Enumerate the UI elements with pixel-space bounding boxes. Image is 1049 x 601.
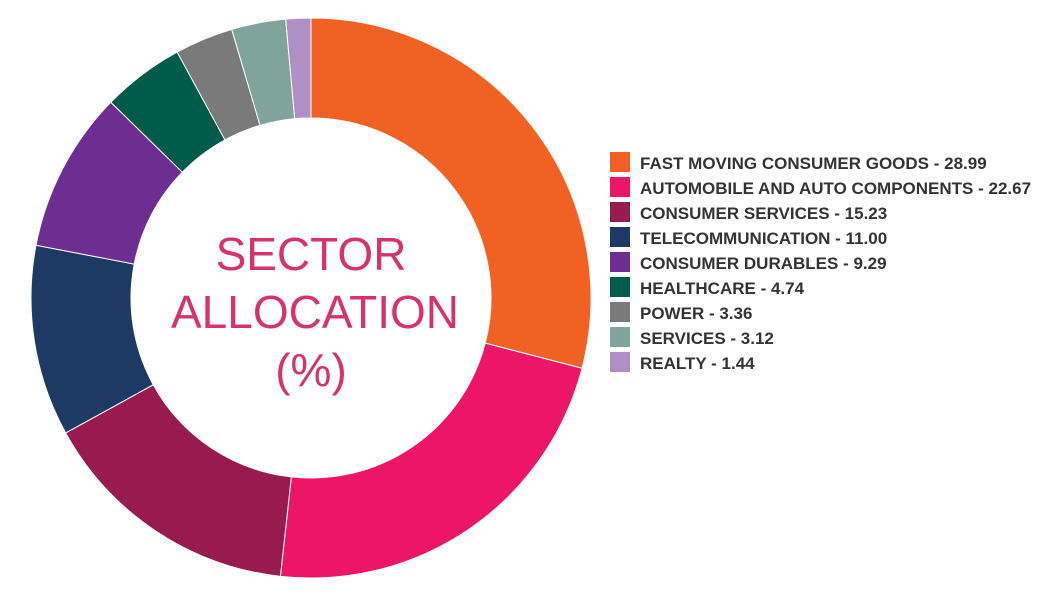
legend-item: REALTY - 1.44 (610, 352, 1040, 375)
legend-item: POWER - 3.36 (610, 302, 1040, 325)
donut-slice (279, 342, 583, 579)
legend-swatch (610, 227, 630, 247)
legend-item: AUTOMOBILE AND AUTO COMPONENTS - 22.67 (610, 177, 1040, 200)
legend-item: FAST MOVING CONSUMER GOODS - 28.99 (610, 152, 1040, 175)
legend-label: CONSUMER DURABLES - 9.29 (640, 254, 887, 273)
legend-label: POWER - 3.36 (640, 304, 753, 323)
legend-swatch (610, 327, 630, 347)
legend-label: REALTY - 1.44 (640, 354, 755, 373)
chart-title: SECTOR ALLOCATION (%) (171, 228, 459, 396)
legend-label: AUTOMOBILE AND AUTO COMPONENTS - 22.67 (640, 179, 1032, 198)
legend-label: TELECOMMUNICATION - 11.00 (640, 229, 888, 248)
legend-swatch (610, 152, 630, 172)
legend-item: HEALTHCARE - 4.74 (610, 277, 1040, 300)
legend-label: SERVICES - 3.12 (640, 329, 774, 348)
legend-swatch (610, 352, 630, 372)
legend-swatch (610, 252, 630, 272)
legend-swatch (610, 177, 630, 197)
donut-slice (310, 17, 592, 369)
legend-swatch (610, 302, 630, 322)
legend-swatch (610, 277, 630, 297)
legend-item: CONSUMER DURABLES - 9.29 (610, 252, 1040, 275)
legend-label: CONSUMER SERVICES - 15.23 (640, 204, 888, 223)
legend-label: FAST MOVING CONSUMER GOODS - 28.99 (640, 154, 987, 173)
legend-label: HEALTHCARE - 4.74 (640, 279, 805, 298)
legend-item: TELECOMMUNICATION - 11.00 (610, 227, 1040, 250)
legend-item: CONSUMER SERVICES - 15.23 (610, 202, 1040, 225)
legend-swatch (610, 202, 630, 222)
legend-item: SERVICES - 3.12 (610, 327, 1040, 350)
donut-slice (285, 17, 312, 120)
legend: FAST MOVING CONSUMER GOODS - 28.99 AUTOMO… (610, 152, 1040, 377)
